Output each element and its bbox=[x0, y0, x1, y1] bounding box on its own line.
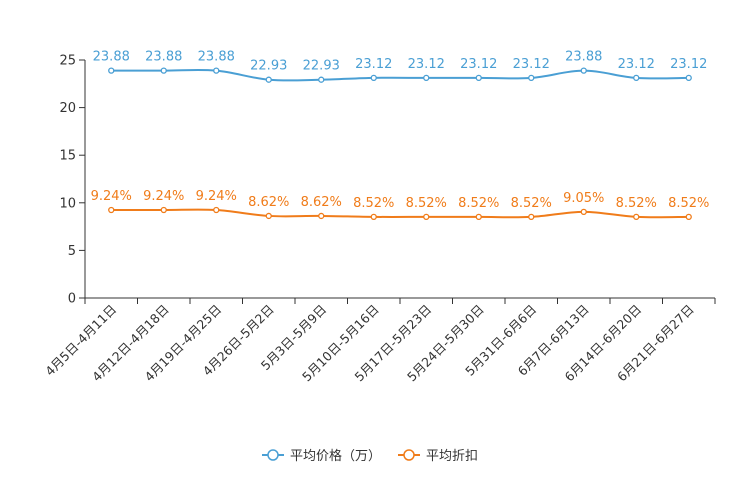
data-label: 22.93 bbox=[303, 59, 340, 74]
data-label: 9.24% bbox=[196, 189, 237, 204]
data-label: 8.52% bbox=[668, 196, 709, 211]
y-tick-label: 15 bbox=[59, 149, 76, 164]
data-point bbox=[685, 74, 692, 82]
data-point bbox=[633, 74, 640, 82]
data-point bbox=[318, 76, 325, 83]
data-point bbox=[108, 206, 115, 214]
data-point bbox=[423, 213, 430, 221]
data-point bbox=[528, 213, 535, 221]
data-label: 23.88 bbox=[93, 50, 130, 65]
data-label: 22.93 bbox=[250, 59, 287, 74]
y-tick-label: 0 bbox=[68, 292, 76, 307]
data-point bbox=[475, 74, 482, 82]
legend-label: 平均折扣 bbox=[426, 449, 478, 464]
data-point bbox=[108, 67, 115, 74]
data-label: 8.52% bbox=[511, 196, 552, 211]
data-label: 23.12 bbox=[513, 57, 550, 72]
data-label: 9.24% bbox=[91, 189, 132, 204]
data-point bbox=[160, 206, 167, 214]
data-point bbox=[580, 208, 587, 215]
legend[interactable]: 平均价格（万） 平均折扣 bbox=[262, 448, 478, 464]
series-line bbox=[111, 68, 689, 82]
data-label: 8.62% bbox=[248, 195, 289, 210]
legend-item-1[interactable]: 平均价格（万） bbox=[262, 448, 381, 464]
legend-label: 平均价格（万） bbox=[290, 448, 381, 464]
data-point bbox=[370, 74, 377, 82]
data-point bbox=[213, 67, 220, 74]
data-label: 8.52% bbox=[406, 196, 447, 211]
data-label: 23.88 bbox=[198, 50, 235, 65]
data-point bbox=[318, 212, 325, 220]
data-point bbox=[423, 74, 430, 82]
data-label: 23.12 bbox=[670, 57, 707, 72]
y-tick-label: 20 bbox=[59, 101, 76, 116]
data-point bbox=[685, 213, 692, 221]
y-tick-label: 10 bbox=[59, 196, 76, 211]
legend-marker bbox=[403, 449, 415, 461]
series-layer: 23.88 23.88 23.88 22.93 22.93 23.12 23.12 23.12… bbox=[91, 50, 709, 221]
legend-marker bbox=[267, 449, 279, 461]
y-tick-label: 25 bbox=[59, 54, 76, 69]
data-point bbox=[633, 213, 640, 221]
data-label: 23.12 bbox=[355, 57, 392, 72]
data-point bbox=[265, 212, 272, 220]
data-point bbox=[160, 67, 167, 74]
data-point bbox=[580, 67, 587, 74]
data-label: 8.52% bbox=[616, 196, 657, 211]
data-label: 8.52% bbox=[353, 196, 394, 211]
series-2: 9.24% 9.24% 9.24% 8.62% 8.62% 8.52% 8.52% 8.52%… bbox=[91, 189, 709, 221]
data-point bbox=[213, 206, 220, 214]
data-label: 23.12 bbox=[460, 57, 497, 72]
data-label: 23.12 bbox=[408, 57, 445, 72]
axes: 05101520254月5日-4月11日4月12日-4月18日4月19日-4月2… bbox=[42, 54, 716, 384]
data-point bbox=[528, 74, 535, 82]
data-label: 9.05% bbox=[563, 191, 604, 206]
data-label: 9.24% bbox=[143, 189, 184, 204]
data-point bbox=[265, 76, 272, 83]
data-point bbox=[475, 213, 482, 221]
data-label: 8.52% bbox=[458, 196, 499, 211]
data-label: 23.88 bbox=[565, 50, 602, 65]
legend-item-2[interactable]: 平均折扣 bbox=[398, 449, 478, 464]
y-tick-label: 5 bbox=[68, 244, 76, 259]
series-line bbox=[111, 208, 689, 219]
data-label: 8.62% bbox=[301, 195, 342, 210]
data-label: 23.88 bbox=[145, 50, 182, 65]
data-point bbox=[370, 213, 377, 221]
series-1: 23.88 23.88 23.88 22.93 22.93 23.12 23.12 23.12… bbox=[93, 50, 707, 83]
data-label: 23.12 bbox=[618, 57, 655, 72]
